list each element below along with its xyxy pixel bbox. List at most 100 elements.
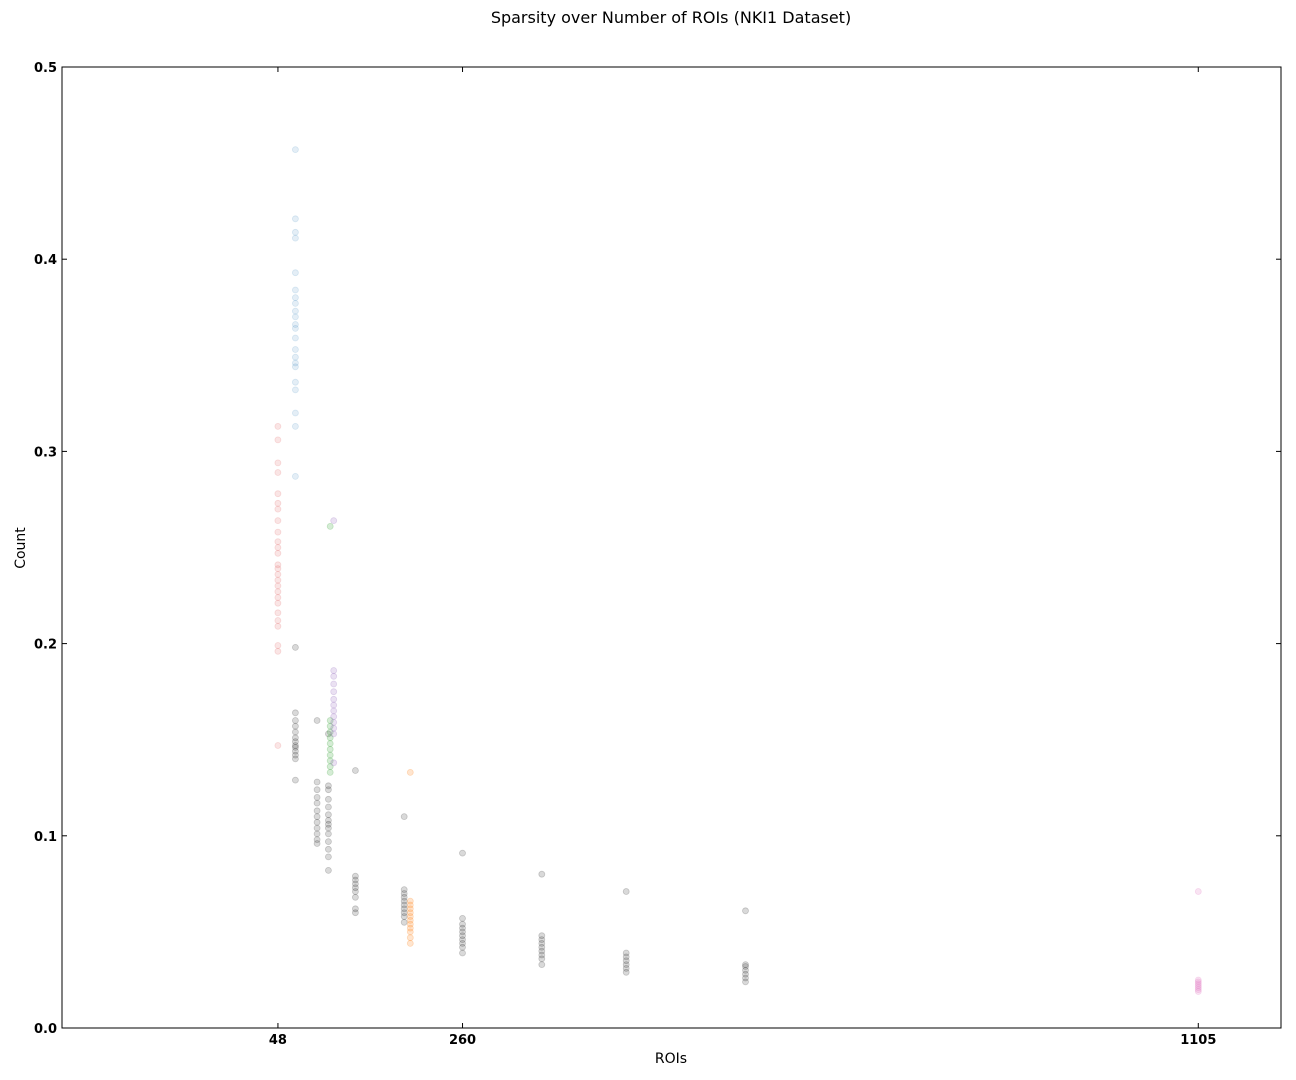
data-point xyxy=(351,905,359,913)
data-point xyxy=(291,742,299,749)
data-point xyxy=(326,757,334,765)
data-point xyxy=(400,813,408,820)
data-point xyxy=(400,905,408,913)
data-point xyxy=(324,830,332,838)
data-point xyxy=(538,947,546,955)
data-point xyxy=(330,688,338,696)
data-point xyxy=(324,867,332,874)
data-point xyxy=(1194,988,1202,995)
data-point xyxy=(1194,888,1202,895)
data-point xyxy=(274,538,282,546)
data-point xyxy=(313,830,321,838)
data-point xyxy=(291,286,299,294)
data-point xyxy=(330,667,338,674)
data-point xyxy=(291,346,299,353)
data-point xyxy=(622,888,630,895)
data-point xyxy=(1194,986,1202,993)
data-point xyxy=(742,974,749,982)
data-point xyxy=(274,490,282,498)
data-point xyxy=(622,953,630,961)
data-point xyxy=(1194,982,1202,990)
data-point xyxy=(274,459,282,467)
data-point xyxy=(291,307,299,315)
data-point xyxy=(400,918,408,926)
data-point xyxy=(291,422,299,430)
data-point xyxy=(274,499,282,507)
data-point xyxy=(324,782,332,790)
data-point xyxy=(291,334,299,342)
data-point xyxy=(742,961,749,968)
data-point xyxy=(313,778,321,786)
data-point xyxy=(330,759,338,767)
data-point xyxy=(291,472,299,480)
data-point xyxy=(1194,976,1202,984)
data-point xyxy=(742,963,749,970)
data-point xyxy=(274,505,282,513)
data-point xyxy=(324,730,332,738)
data-point xyxy=(291,299,299,307)
data-point xyxy=(326,740,334,747)
data-point xyxy=(400,909,408,917)
data-point xyxy=(291,751,299,759)
data-point xyxy=(330,724,338,732)
data-point xyxy=(622,965,630,972)
data-point xyxy=(274,517,282,524)
data-point xyxy=(1194,984,1202,991)
data-point xyxy=(742,970,749,978)
data-point xyxy=(274,742,282,749)
data-point xyxy=(459,849,466,857)
data-point xyxy=(330,517,338,524)
data-point xyxy=(313,807,321,815)
data-point xyxy=(324,853,332,861)
data-point xyxy=(1194,978,1202,986)
data-point xyxy=(326,769,334,776)
plot-frame xyxy=(61,66,1282,1029)
data-point xyxy=(400,913,408,920)
data-point xyxy=(742,978,749,986)
points-layer xyxy=(274,146,1202,995)
ticks-layer: 48 260 1105 0.0 0.1 0.2 0.3 0.4 0.5 xyxy=(34,61,1281,1048)
data-point xyxy=(324,817,332,824)
data-point xyxy=(313,717,321,724)
data-point xyxy=(351,884,359,892)
data-point xyxy=(274,599,282,607)
data-point xyxy=(406,920,414,928)
data-point xyxy=(274,617,282,624)
data-point xyxy=(351,893,359,901)
data-point xyxy=(742,907,749,915)
data-point xyxy=(326,763,334,770)
data-point xyxy=(459,915,466,922)
y-tick-label: 0.3 xyxy=(34,445,57,460)
data-point xyxy=(324,795,332,803)
y-tick-label: 0.0 xyxy=(34,1022,57,1037)
data-point xyxy=(459,928,466,936)
data-point xyxy=(274,528,282,536)
data-point xyxy=(313,786,321,794)
x-tick-label: 48 xyxy=(269,1033,287,1048)
data-point xyxy=(406,897,414,905)
y-tick-label: 0.2 xyxy=(34,638,57,653)
data-point xyxy=(622,949,630,957)
data-point xyxy=(291,324,299,332)
data-point xyxy=(274,422,282,430)
data-point xyxy=(351,872,359,880)
data-point xyxy=(313,794,321,801)
data-point xyxy=(313,840,321,847)
data-point xyxy=(291,722,299,730)
y-tick-label: 0.4 xyxy=(34,253,57,268)
data-point xyxy=(742,966,749,974)
data-point xyxy=(274,576,282,584)
data-point xyxy=(326,722,334,730)
data-point xyxy=(291,146,299,154)
data-point xyxy=(291,744,299,751)
data-point xyxy=(538,870,546,878)
data-point xyxy=(406,928,414,936)
data-point xyxy=(274,561,282,569)
data-point xyxy=(291,776,299,784)
data-point xyxy=(400,897,408,905)
data-point xyxy=(538,932,546,940)
data-point xyxy=(274,622,282,630)
data-point xyxy=(274,565,282,572)
data-point xyxy=(324,786,332,794)
data-point xyxy=(274,609,282,617)
